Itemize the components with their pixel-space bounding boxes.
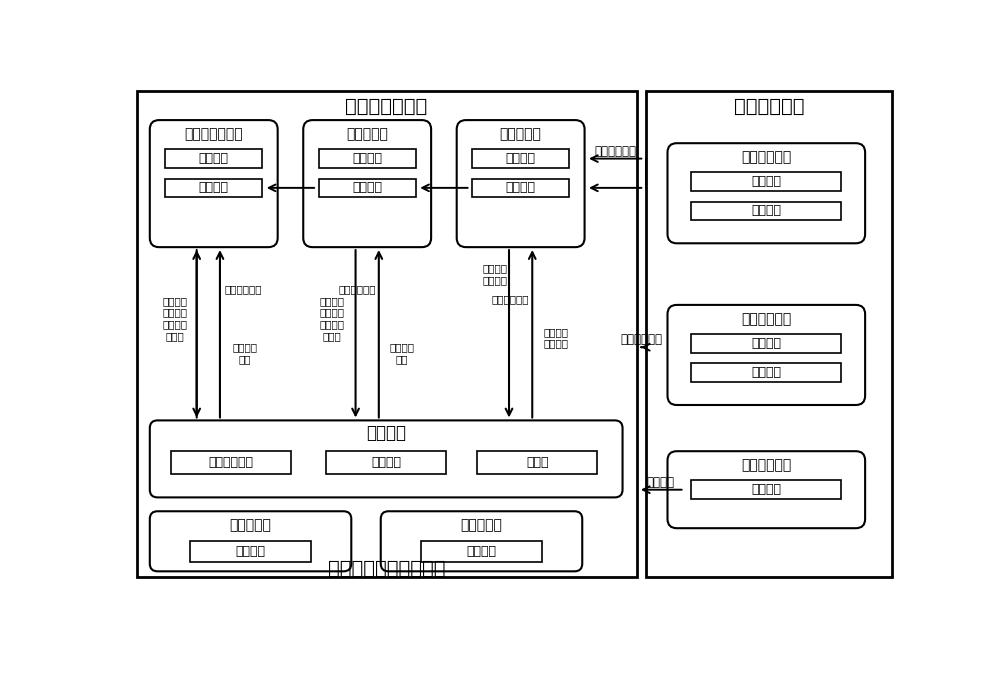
Bar [691, 173, 841, 191]
Bar [319, 179, 416, 197]
Text: 公司参与方: 公司参与方 [500, 127, 542, 141]
Text: 查询组织
信用数据
和掉期交
易数据: 查询组织 信用数据 和掉期交 易数据 [320, 296, 345, 341]
Text: 市场监管: 市场监管 [647, 475, 675, 488]
Text: 返回信用
数据: 返回信用 数据 [232, 342, 257, 364]
Text: 返回信用
数据: 返回信用 数据 [390, 342, 415, 364]
Text: 售后服务节点: 售后服务节点 [209, 456, 254, 469]
Bar [691, 334, 841, 353]
Text: 发行数字身份: 发行数字身份 [338, 284, 376, 294]
FancyBboxPatch shape [303, 120, 431, 247]
Text: 发行数字身份: 发行数字身份 [224, 284, 262, 294]
Text: 业务节点: 业务节点 [751, 366, 781, 379]
Text: 信用评级机构: 信用评级机构 [741, 150, 791, 164]
Text: 政府审核部门: 政府审核部门 [741, 311, 791, 326]
Bar [477, 452, 597, 475]
Text: 业务咨询商: 业务咨询商 [230, 518, 271, 532]
Bar [165, 150, 262, 168]
Bar [319, 150, 416, 168]
Text: 业务节点: 业务节点 [352, 152, 382, 165]
Text: 政府监管部门: 政府监管部门 [741, 458, 791, 472]
Bar [691, 363, 841, 382]
Text: 证书节点: 证书节点 [506, 182, 536, 194]
FancyBboxPatch shape [381, 511, 582, 571]
FancyBboxPatch shape [150, 511, 351, 571]
Text: 查询组织
信用数据
和掉期交
易数据: 查询组织 信用数据 和掉期交 易数据 [162, 296, 187, 341]
Bar [646, 91, 892, 577]
Text: 交易参与方组织: 交易参与方组织 [345, 97, 428, 116]
Text: 证书节点: 证书节点 [352, 182, 382, 194]
Bar [691, 481, 841, 499]
FancyBboxPatch shape [457, 120, 585, 247]
Text: 平台系统: 平台系统 [366, 424, 406, 442]
Text: 证书节点: 证书节点 [199, 182, 229, 194]
Bar [421, 541, 542, 562]
Text: 银行参与方: 银行参与方 [346, 127, 388, 141]
Text: 信用监管组织: 信用监管组织 [734, 97, 804, 116]
Bar [171, 452, 291, 475]
Text: 证书节点: 证书节点 [751, 337, 781, 350]
Bar [472, 179, 569, 197]
FancyBboxPatch shape [668, 452, 865, 528]
Text: 发行数字身份: 发行数字身份 [620, 333, 662, 346]
Text: 通信节点: 通信节点 [236, 545, 266, 558]
Text: 提供信用评级: 提供信用评级 [594, 145, 636, 158]
FancyBboxPatch shape [150, 120, 278, 247]
Text: 业务节点: 业务节点 [751, 175, 781, 188]
Text: 其他组织参与方: 其他组织参与方 [184, 127, 243, 141]
Text: 掉期交易公示平台系统: 掉期交易公示平台系统 [328, 559, 445, 578]
Text: 证书节点: 证书节点 [751, 205, 781, 218]
FancyBboxPatch shape [668, 305, 865, 405]
Text: 发行数字身份: 发行数字身份 [492, 294, 529, 305]
Text: 业务节点: 业务节点 [506, 152, 536, 165]
Bar [326, 452, 446, 475]
FancyBboxPatch shape [150, 420, 623, 497]
Text: 通信节点: 通信节点 [466, 545, 496, 558]
Text: 信息提供商: 信息提供商 [461, 518, 502, 532]
Text: 选择对手
创建交易: 选择对手 创建交易 [482, 263, 507, 285]
Text: 排序节点: 排序节点 [371, 456, 401, 469]
Text: 匹配对手
执行交易: 匹配对手 执行交易 [543, 327, 568, 348]
Text: 业务节点: 业务节点 [199, 152, 229, 165]
Bar [137, 91, 637, 577]
Bar [190, 541, 311, 562]
Bar [691, 202, 841, 220]
Bar [472, 150, 569, 168]
Bar [165, 179, 262, 197]
Text: 证书节点: 证书节点 [751, 483, 781, 496]
Text: 数据库: 数据库 [526, 456, 549, 469]
FancyBboxPatch shape [668, 143, 865, 243]
